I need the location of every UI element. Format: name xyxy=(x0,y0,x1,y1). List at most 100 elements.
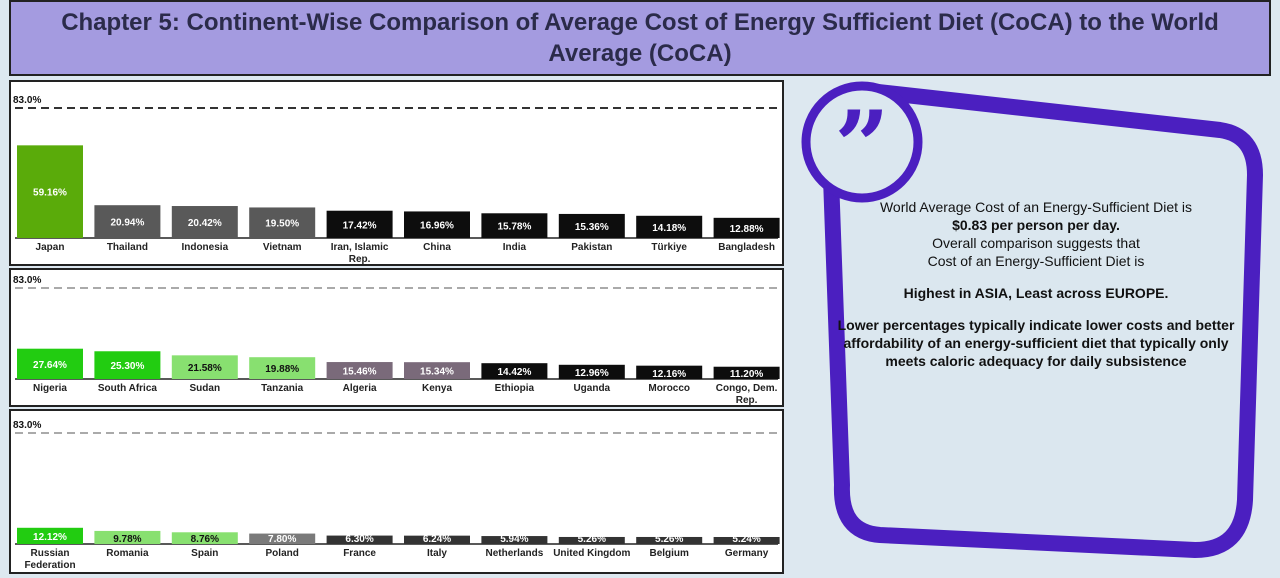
bar xyxy=(481,363,548,379)
page-title: Chapter 5: Continent-Wise Comparison of … xyxy=(9,0,1271,76)
category-label: Türkiye xyxy=(651,242,687,253)
category-label: Rep. xyxy=(349,254,371,264)
data-label: 14.42% xyxy=(497,367,531,378)
bar xyxy=(249,533,316,544)
bar xyxy=(17,145,83,238)
data-label: 20.42% xyxy=(188,218,222,229)
data-label: 17.42% xyxy=(343,220,377,231)
data-label: 15.46% xyxy=(343,367,377,378)
bar xyxy=(636,215,703,238)
quote-line-6: Lower percentages typically indicate low… xyxy=(837,317,1235,369)
reference-line-label: 83.0% xyxy=(13,95,41,106)
quote-line-2: $0.83 per person per day. xyxy=(952,217,1120,233)
africa-bar-chart: 83.0% 27.64% Nigeria 25.30% South Africa 21.5… xyxy=(13,275,780,405)
category-label: Uganda xyxy=(573,383,610,394)
category-label: Thailand xyxy=(107,242,148,253)
category-label: Pakistan xyxy=(571,242,612,253)
data-label: 15.36% xyxy=(575,222,609,233)
data-label: 6.24% xyxy=(423,534,451,545)
data-label: 14.18% xyxy=(652,223,686,234)
data-label: 16.96% xyxy=(420,221,454,232)
category-label: Japan xyxy=(36,242,65,253)
asia-bar-chart: 83.0% 59.16% Japan 20.94% Thailand 20.42% Indo… xyxy=(13,95,780,264)
bar xyxy=(713,366,780,379)
data-label: 59.16% xyxy=(33,188,67,199)
bar xyxy=(326,535,393,544)
category-label: Tanzania xyxy=(261,383,303,394)
bar xyxy=(558,536,625,544)
data-label: 11.20% xyxy=(730,369,763,380)
category-label: United Kingdom xyxy=(553,548,630,559)
category-label: Indonesia xyxy=(181,242,228,253)
quote-line-4: Cost of an Energy-Sufficient Diet is xyxy=(927,253,1145,269)
bar xyxy=(249,357,316,379)
bar xyxy=(171,206,238,238)
quote-line-3: Overall comparison suggests that xyxy=(932,235,1140,251)
quote-circle xyxy=(801,81,923,203)
bar xyxy=(326,210,393,238)
category-label: Romania xyxy=(106,548,149,559)
category-label: Belgium xyxy=(649,548,689,559)
bar xyxy=(249,207,316,238)
category-label: Poland xyxy=(266,548,299,559)
bar xyxy=(636,365,703,379)
data-label: 15.34% xyxy=(420,367,454,378)
category-label: Russian xyxy=(31,548,70,559)
bar xyxy=(94,530,161,544)
bar xyxy=(558,364,625,379)
bar xyxy=(326,362,393,379)
bar xyxy=(94,205,161,238)
category-label: Vietnam xyxy=(263,242,302,253)
data-label: 5.26% xyxy=(655,534,683,545)
data-label: 19.50% xyxy=(265,219,299,230)
data-label: 27.64% xyxy=(33,360,67,371)
bar xyxy=(17,348,83,379)
quote-line-1: World Average Cost of an Energy-Sufficie… xyxy=(879,199,1193,215)
category-label: Spain xyxy=(191,548,218,559)
data-label: 19.88% xyxy=(265,364,299,375)
quote-text: World Average Cost of an Energy-Sufficie… xyxy=(836,198,1236,370)
category-label: Netherlands xyxy=(486,548,544,559)
category-label: Iran, Islamic xyxy=(331,242,389,253)
bar xyxy=(171,355,238,379)
bar xyxy=(636,536,703,544)
africa-chart-panel: 83.0% 27.64% Nigeria 25.30% South Africa 21.5… xyxy=(9,268,784,407)
category-label: Morocco xyxy=(648,383,690,394)
data-label: 25.30% xyxy=(110,361,144,372)
bar xyxy=(94,351,161,379)
reference-line-label: 83.0% xyxy=(13,420,41,431)
data-label: 5.24% xyxy=(732,534,760,545)
quote-line-5: Highest in ASIA, Least across EUROPE. xyxy=(903,285,1169,301)
data-label: 9.78% xyxy=(113,534,141,545)
category-label: China xyxy=(423,242,451,253)
europe-chart-panel: 83.0% 12.12% Russian Federation 9.78% Romania… xyxy=(9,409,784,574)
category-label: Nigeria xyxy=(33,383,67,394)
category-label: Congo, Dem. xyxy=(716,383,778,394)
reference-line-label: 83.0% xyxy=(13,275,41,286)
bar xyxy=(404,211,470,238)
data-label: 15.78% xyxy=(497,222,531,233)
category-label: Algeria xyxy=(343,383,377,394)
category-label: Germany xyxy=(725,548,769,559)
category-label: Bangladesh xyxy=(718,242,775,253)
category-label: South Africa xyxy=(98,383,158,394)
category-label: France xyxy=(343,548,376,559)
category-label: Italy xyxy=(427,548,447,559)
quote-mark-icon: ” xyxy=(834,90,889,203)
data-label: 5.94% xyxy=(500,534,528,545)
category-label: India xyxy=(503,242,527,253)
data-label: 12.96% xyxy=(575,368,609,379)
data-label: 7.80% xyxy=(268,534,296,545)
data-label: 5.26% xyxy=(578,534,606,545)
data-label: 12.16% xyxy=(652,369,686,380)
asia-chart-panel: 83.0% 59.16% Japan 20.94% Thailand 20.42% Indo… xyxy=(9,80,784,266)
data-label: 12.88% xyxy=(730,224,764,235)
data-label: 20.94% xyxy=(110,218,144,229)
data-label: 21.58% xyxy=(188,363,222,374)
bar xyxy=(171,532,238,544)
data-label: 6.30% xyxy=(345,534,373,545)
bar xyxy=(17,527,83,544)
category-label: Rep. xyxy=(736,395,758,405)
data-label: 12.12% xyxy=(33,532,67,543)
